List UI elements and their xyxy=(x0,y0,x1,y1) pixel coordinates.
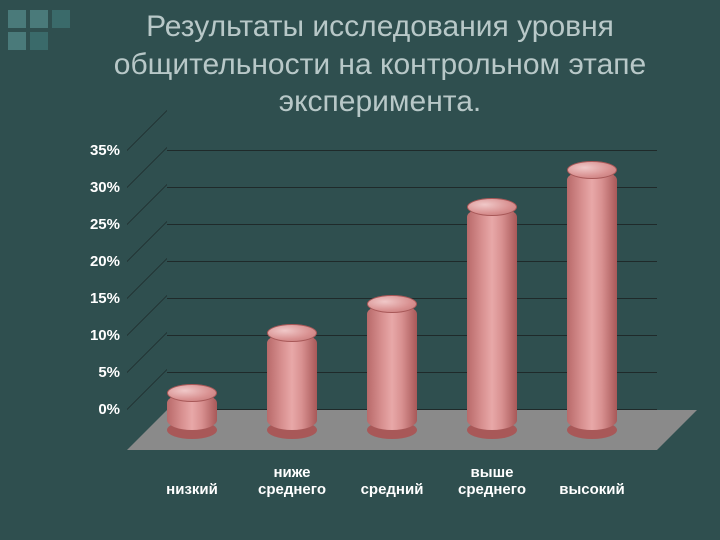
plot-area: низкий ниже среднего средний выше средне… xyxy=(127,150,657,450)
x-tick-label: средний xyxy=(343,482,441,499)
y-tick-label: 10% xyxy=(72,327,120,344)
y-tick-label: 20% xyxy=(72,253,120,270)
y-tick-label: 35% xyxy=(72,142,120,159)
y-tick-label: 25% xyxy=(72,216,120,233)
chart: 35% 30% 25% 20% 15% 10% 5% 0% xyxy=(72,150,672,500)
x-tick-label: выше среднего xyxy=(443,465,541,498)
slide-title: Результаты исследования уровня общительн… xyxy=(70,8,690,121)
y-tick-label: 0% xyxy=(72,401,120,418)
x-tick-label: ниже среднего xyxy=(243,465,341,498)
x-tick-label: высокий xyxy=(543,482,641,499)
y-tick-label: 30% xyxy=(72,179,120,196)
slide: Результаты исследования уровня общительн… xyxy=(0,0,720,540)
y-tick-label: 15% xyxy=(72,290,120,307)
y-tick-label: 5% xyxy=(72,364,120,381)
x-tick-label: низкий xyxy=(143,482,241,499)
